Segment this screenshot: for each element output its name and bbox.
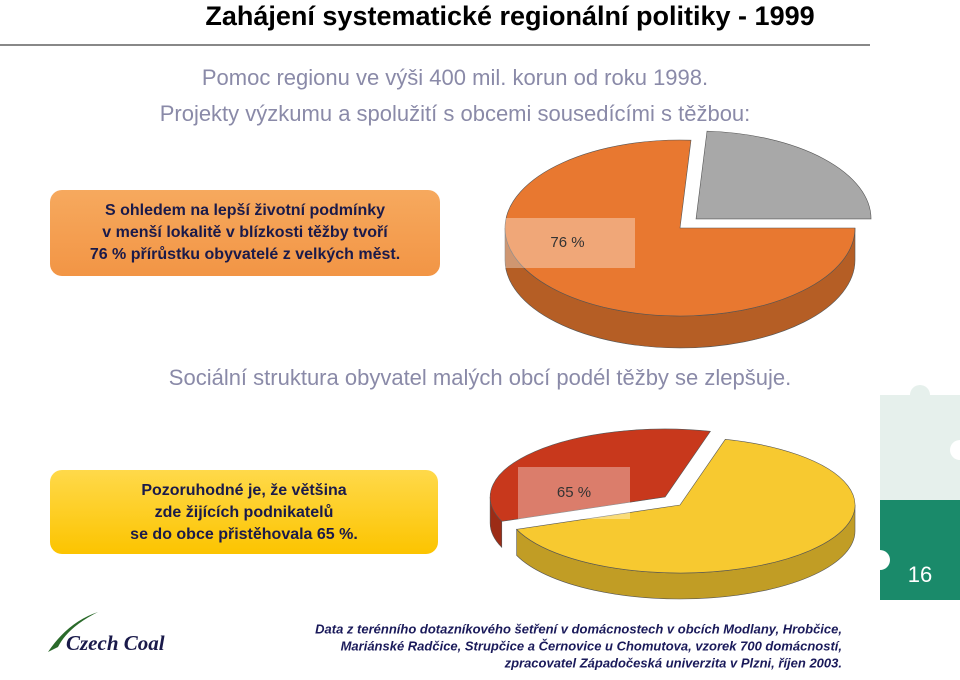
logo-mark	[48, 612, 98, 652]
value-label-box	[500, 218, 635, 268]
pie-slice	[504, 139, 856, 317]
callout-text: se do obce přistěhovala 65 %.	[130, 526, 358, 543]
footer-text: Mariánské Radčice, Strupčice a Černovice…	[341, 638, 842, 653]
pie-slice	[489, 428, 711, 522]
callout-text: Pozoruhodné je, že většina	[141, 482, 346, 499]
callout-text: 76 % přírůstku obyvatelé z velkých měst.	[90, 246, 400, 263]
value-label: 65 %	[557, 484, 591, 501]
callout-text: v menší lokalitě v blízkosti těžby tvoří	[102, 224, 388, 241]
heading: Sociální struktura obyvatel malých obcí …	[169, 365, 791, 390]
title: Zahájení systematické regionální politik…	[205, 1, 814, 31]
callout-text: S ohledem na lepší životní podmínky	[105, 202, 385, 219]
callout-text: zde žijících podnikatelů	[155, 504, 334, 521]
puzzle-piece	[880, 385, 960, 500]
intro-line: Pomoc regionu ve výši 400 mil. korun od …	[202, 65, 708, 90]
intro-line: Projekty výzkumu a spolužití s obcemi so…	[160, 101, 751, 126]
value-label-box	[518, 467, 630, 519]
slide-number: 16	[908, 562, 932, 587]
puzzle-piece	[880, 500, 960, 600]
callout-box	[50, 470, 438, 554]
value-label: 76 %	[550, 234, 584, 251]
footer-text: Data z terénního dotazníkového šetření v…	[315, 621, 842, 636]
pie-slice	[515, 439, 856, 574]
footer-text: zpracovatel Západočeská univerzita v Plz…	[504, 655, 842, 670]
logo-text: Czech Coal	[66, 631, 165, 655]
callout-box	[50, 190, 440, 276]
pie-slice	[695, 130, 872, 220]
